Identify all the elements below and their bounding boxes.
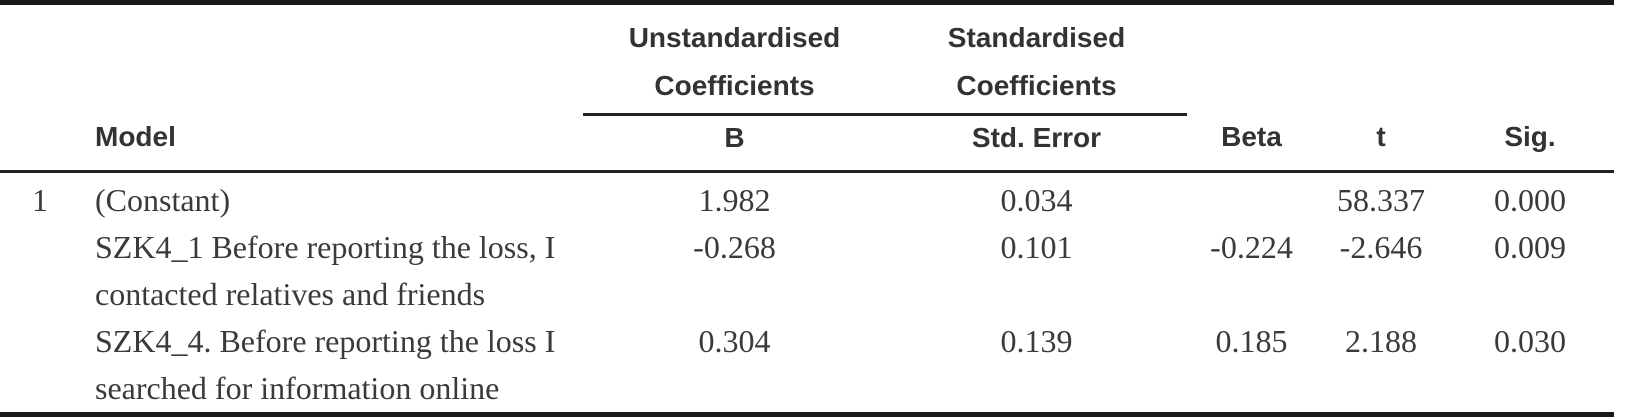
cell-std-error: 0.139: [1000, 323, 1073, 359]
column-header-std-error: Std. Error: [886, 114, 1187, 173]
cell-predictor-label: (Constant): [95, 182, 231, 218]
column-header-row: Model B Std. Error Beta t Sig.: [0, 114, 1614, 173]
group-header-standardised-coefficients: Standardised Coefficients: [886, 2, 1187, 116]
cell-model-number: 1: [32, 182, 48, 218]
cell-beta: 0.185: [1215, 323, 1288, 359]
group-header-empty-t: [1316, 3, 1446, 115]
cell-sig: 0.030: [1494, 323, 1566, 359]
column-header-t: t: [1316, 114, 1446, 173]
cell-sig: 0.009: [1494, 229, 1566, 265]
cell-t: 2.188: [1345, 323, 1417, 359]
table-row-szk4-1: SZK4_1 Before reporting the loss, I cont…: [0, 224, 1614, 318]
cell-model-number: [0, 318, 62, 415]
table-row-constant: 1 (Constant) 1.982 0.034 58.337 0.000: [0, 172, 1614, 225]
cell-std-error: 0.034: [1000, 182, 1073, 218]
group-header-empty-sig: [1446, 3, 1614, 115]
cell-model-number: [0, 224, 62, 318]
cell-predictor-label: SZK4_4. Before reporting the loss I sear…: [95, 323, 556, 406]
column-header-model: Model: [62, 114, 583, 173]
group-header-spacer: [0, 3, 583, 115]
column-header-model-number: [0, 114, 62, 173]
column-header-b: B: [583, 114, 886, 173]
cell-t: 58.337: [1337, 182, 1425, 218]
cell-b: 0.304: [698, 323, 771, 359]
cell-b: 1.982: [698, 182, 771, 218]
column-header-sig: Sig.: [1446, 114, 1614, 173]
group-header-empty-beta: [1187, 3, 1316, 115]
group-header-row: Unstandardised Coefficients Standardised…: [0, 2, 1614, 116]
cell-t: -2.646: [1339, 229, 1423, 265]
cell-predictor-label: SZK4_1 Before reporting the loss, I cont…: [95, 229, 556, 312]
table-row-szk4-4: SZK4_4. Before reporting the loss I sear…: [0, 318, 1614, 415]
group-header-unstandardised-coefficients: Unstandardised Coefficients: [583, 2, 886, 116]
cell-sig: 0.000: [1494, 182, 1566, 218]
cell-beta: [1187, 172, 1316, 225]
cell-beta: -0.224: [1210, 229, 1293, 265]
column-header-beta: Beta: [1187, 114, 1316, 173]
cell-std-error: 0.101: [1000, 229, 1073, 265]
cell-b: -0.268: [693, 229, 776, 265]
